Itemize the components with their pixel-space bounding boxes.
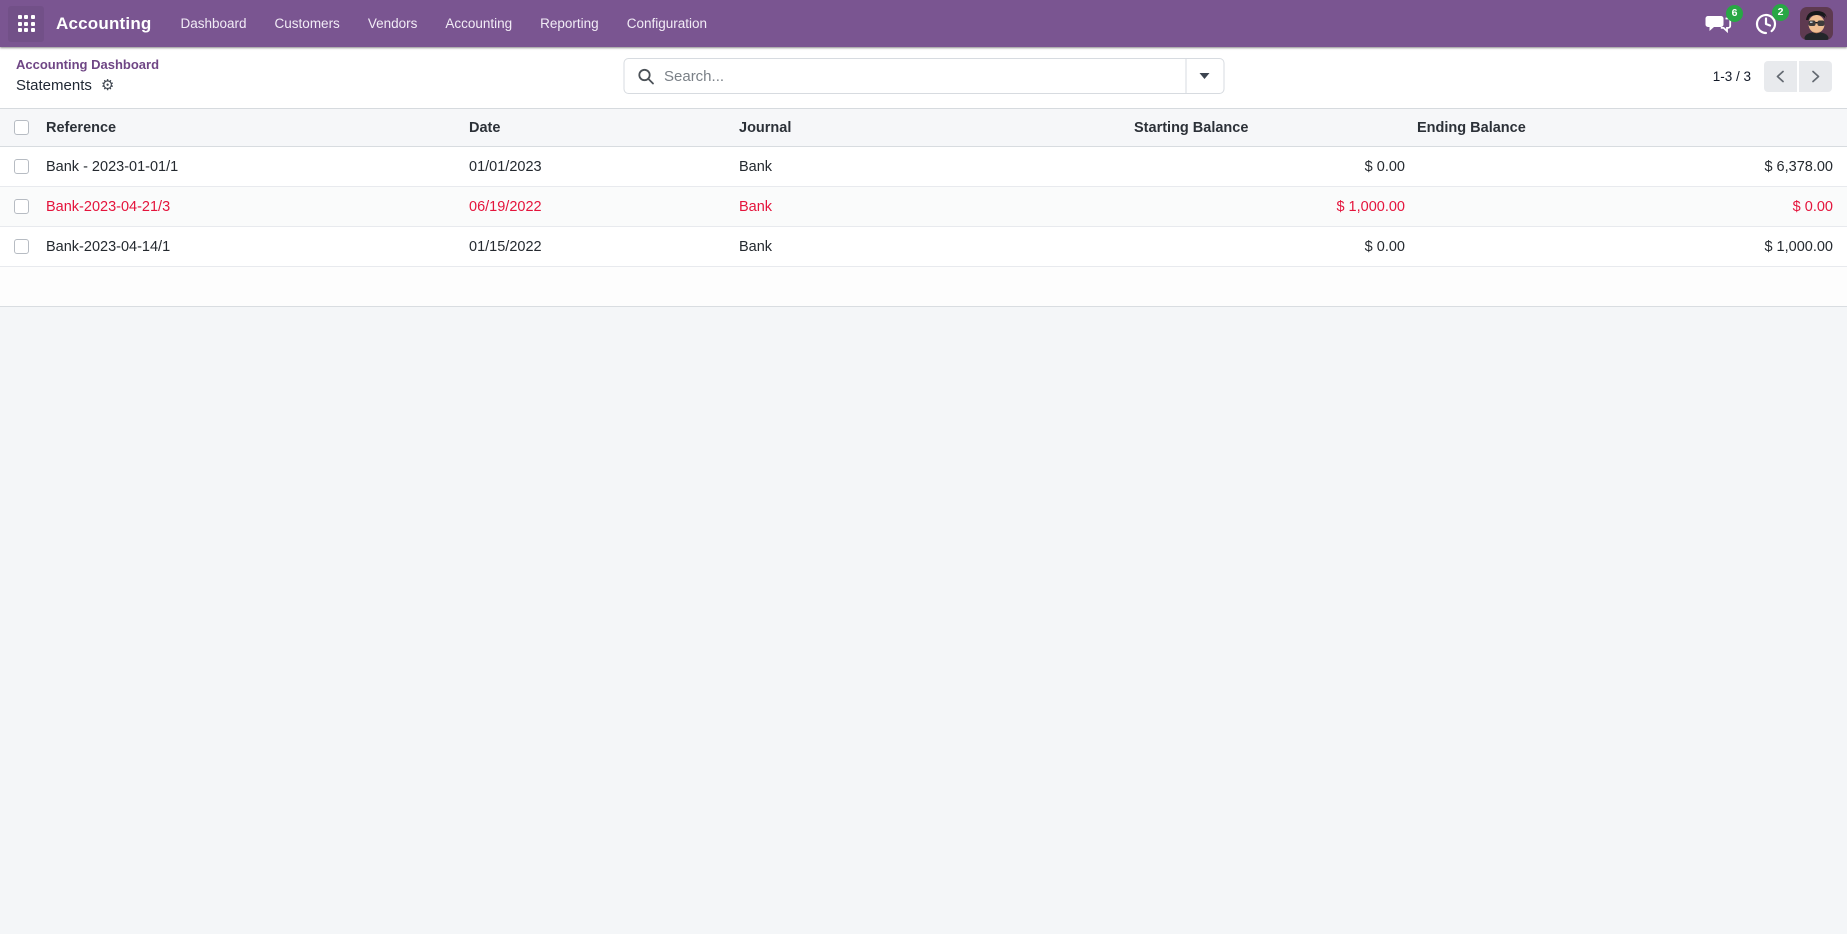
systray: 6 2 [1705,3,1833,40]
app-name[interactable]: Accounting [56,13,152,33]
pager: 1-3 / 3 [1713,58,1832,94]
table-row[interactable]: Bank - 2023-01-01/1 01/01/2023 Bank $ 0.… [0,147,1847,187]
row-checkbox-cell [0,147,40,187]
row-ending-balance: $ 6,378.00 [1764,158,1833,175]
row-starting-balance: $ 0.00 [1364,238,1405,255]
row-checkbox-cell [0,187,40,227]
gear-icon[interactable]: ⚙ [100,77,115,94]
breadcrumb: Accounting Dashboard Statements ⚙ [16,56,1831,94]
apps-menu-button[interactable] [8,5,44,42]
row-date: 01/15/2022 [469,238,542,255]
search-input[interactable] [664,67,1172,85]
user-avatar-image [1800,7,1833,40]
chevron-left-icon [1776,70,1784,82]
select-all-cell [0,109,40,147]
user-avatar[interactable] [1800,7,1833,40]
column-header-reference[interactable]: Reference [46,119,117,136]
messages-count-badge: 6 [1726,4,1743,22]
pager-value[interactable]: 1-3 / 3 [1712,68,1751,84]
control-panel: Accounting Dashboard Statements ⚙ 1-3 / … [0,47,1847,108]
search-icon [637,68,654,84]
column-header-journal[interactable]: Journal [739,119,792,136]
caret-down-icon [1199,73,1210,79]
search-bar [623,58,1224,94]
column-header-date[interactable]: Date [469,119,501,136]
apps-grid-icon [17,15,35,32]
row-reference: Bank-2023-04-21/3 [46,198,171,215]
row-reference: Bank - 2023-01-01/1 [46,158,179,175]
chevron-right-icon [1812,70,1820,82]
clock-icon [1755,13,1777,34]
row-checkbox[interactable] [14,239,29,254]
row-journal: Bank [739,158,773,175]
row-reference: Bank-2023-04-14/1 [46,238,171,255]
search-filters-toggle[interactable] [1185,59,1223,93]
row-checkbox[interactable] [14,159,29,174]
pager-next-button[interactable] [1799,60,1832,92]
column-header-starting-balance[interactable]: Starting Balance [1134,119,1249,136]
row-ending-balance: $ 1,000.00 [1764,238,1833,255]
page-title: Statements [16,77,92,94]
statements-list: Reference Date Journal Starting Balance … [0,108,1847,267]
list-empty-area [0,267,1847,307]
row-checkbox[interactable] [14,199,29,214]
activities-button[interactable]: 2 [1754,3,1789,36]
row-starting-balance: $ 1,000.00 [1336,198,1405,215]
row-journal: Bank [739,238,773,255]
menu-item-customers[interactable]: Customers [274,16,340,31]
app-menu: Dashboard Customers Vendors Accounting R… [170,9,719,38]
menu-item-dashboard[interactable]: Dashboard [180,16,247,31]
messages-button[interactable]: 6 [1705,4,1743,35]
row-date: 01/01/2023 [469,158,542,175]
row-checkbox-cell [0,227,40,267]
table-body: Bank - 2023-01-01/1 01/01/2023 Bank $ 0.… [0,147,1847,267]
menu-item-accounting[interactable]: Accounting [445,16,513,31]
row-ending-balance: $ 0.00 [1792,198,1833,215]
breadcrumb-accounting-dashboard[interactable]: Accounting Dashboard [16,57,160,72]
column-header-ending-balance[interactable]: Ending Balance [1417,119,1526,136]
menu-item-vendors[interactable]: Vendors [367,16,418,31]
table-row[interactable]: Bank-2023-04-14/1 01/15/2022 Bank $ 0.00… [0,227,1847,267]
row-journal: Bank [739,198,773,215]
pager-previous-button[interactable] [1764,60,1797,92]
menu-item-reporting[interactable]: Reporting [540,16,599,31]
activities-count-badge: 2 [1772,3,1789,21]
select-all-checkbox[interactable] [14,120,29,135]
table-header-row: Reference Date Journal Starting Balance … [0,108,1847,147]
menu-item-configuration[interactable]: Configuration [626,16,708,31]
top-navbar: Accounting Dashboard Customers Vendors A… [0,0,1847,47]
table-row[interactable]: Bank-2023-04-21/3 06/19/2022 Bank $ 1,00… [0,186,1847,227]
row-starting-balance: $ 0.00 [1364,158,1405,175]
row-date: 06/19/2022 [469,198,542,215]
